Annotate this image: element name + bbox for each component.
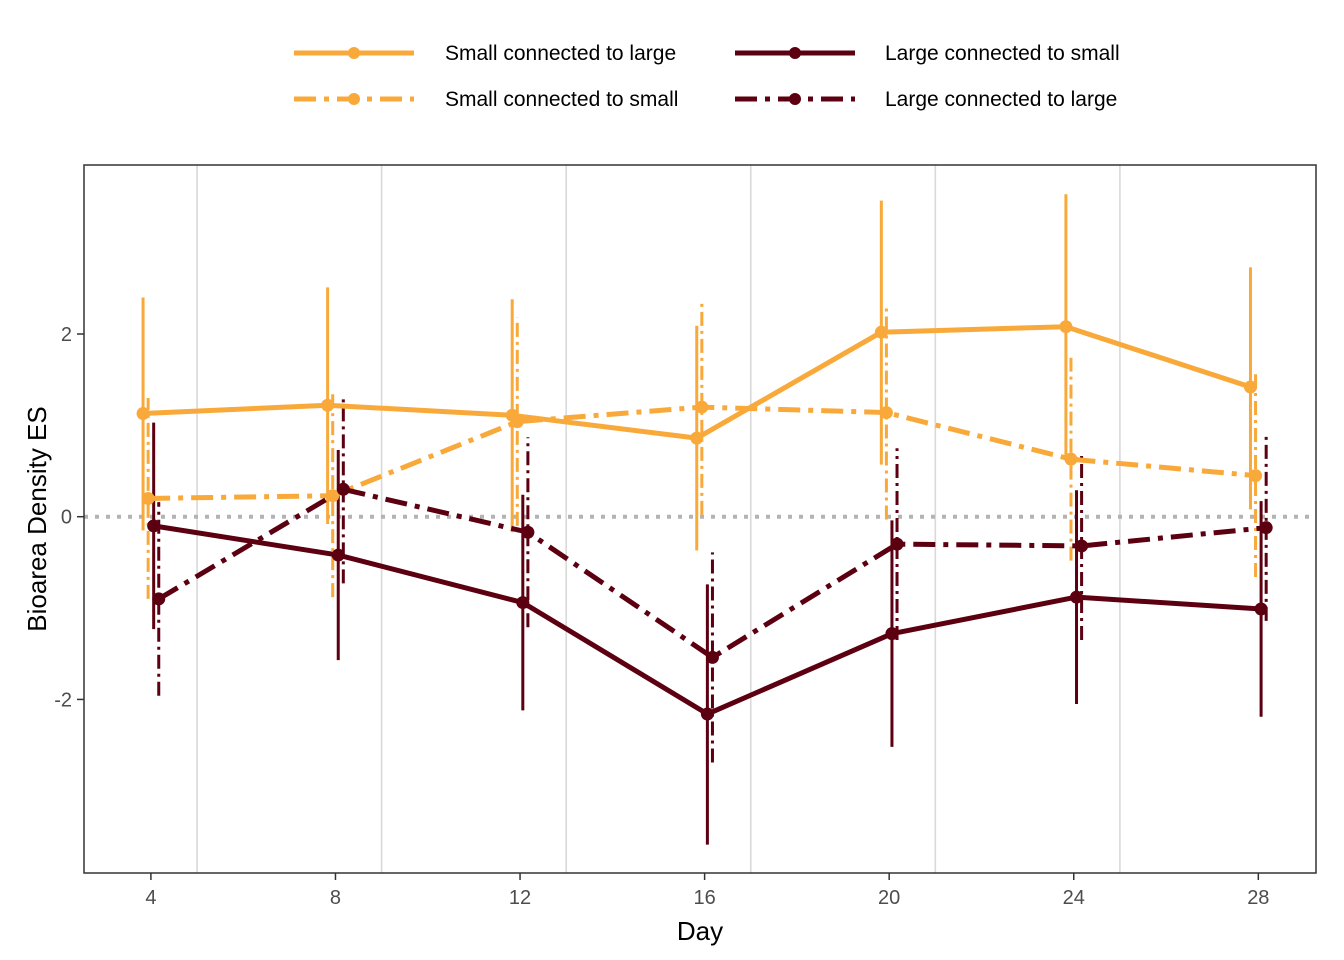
x-axis-title: Day: [677, 916, 723, 946]
data-point: [874, 325, 888, 339]
plot-panel: [84, 165, 1316, 873]
legend-label: Large connected to large: [885, 88, 1117, 111]
gridlines: [196, 165, 1121, 873]
plot-background: [84, 165, 1316, 873]
data-point: [885, 627, 899, 641]
data-point: [1249, 469, 1263, 483]
data-point: [516, 596, 530, 610]
legend-key-point: [789, 93, 801, 105]
series-points: [136, 320, 1273, 721]
legend-label: Large connected to small: [885, 42, 1120, 65]
legend-label: Small connected to large: [445, 42, 676, 65]
data-point: [321, 398, 335, 412]
legend: Small connected to large Small connected …: [294, 42, 1120, 111]
data-point: [1254, 602, 1268, 616]
data-point: [141, 491, 155, 505]
data-point: [690, 431, 704, 445]
data-point: [510, 415, 524, 429]
data-point: [521, 525, 535, 539]
legend-label: Small connected to small: [445, 88, 678, 111]
legend-key-point: [348, 47, 360, 59]
data-point: [1075, 539, 1089, 553]
x-tick-label: 12: [509, 887, 531, 909]
data-point: [152, 592, 166, 606]
data-point: [890, 537, 904, 551]
x-tick-label: 16: [693, 887, 715, 909]
x-tick-label: 8: [330, 887, 341, 909]
data-point: [1243, 380, 1257, 394]
x-tick-label: 28: [1247, 887, 1269, 909]
data-point: [705, 650, 719, 664]
y-tick-label: 0: [61, 507, 72, 529]
x-tick-label: 24: [1063, 887, 1085, 909]
data-point: [147, 519, 161, 533]
data-point: [1059, 320, 1073, 334]
data-point: [331, 548, 345, 562]
y-tick-label: 2: [61, 324, 72, 346]
data-point: [695, 400, 709, 414]
data-point: [136, 406, 150, 420]
axes: 4 8 12 16 20 24 28 -2 0 2 Day Bioarea Density ES: [22, 324, 1269, 946]
panel-border: [83, 164, 1317, 874]
legend-key-point: [348, 93, 360, 105]
y-tick-label: -2: [54, 689, 72, 711]
legend-key-point: [789, 47, 801, 59]
plot-frame: [83, 164, 1317, 874]
data-point: [1064, 452, 1078, 466]
y-axis-title: Bioarea Density ES: [22, 406, 52, 631]
data-point: [1070, 590, 1084, 604]
data-point: [326, 489, 340, 503]
data-point: [879, 406, 893, 420]
data-point: [700, 707, 714, 721]
data-point: [1259, 521, 1273, 535]
x-tick-label: 20: [878, 887, 900, 909]
data-point: [336, 482, 350, 496]
x-tick-label: 4: [145, 887, 156, 909]
